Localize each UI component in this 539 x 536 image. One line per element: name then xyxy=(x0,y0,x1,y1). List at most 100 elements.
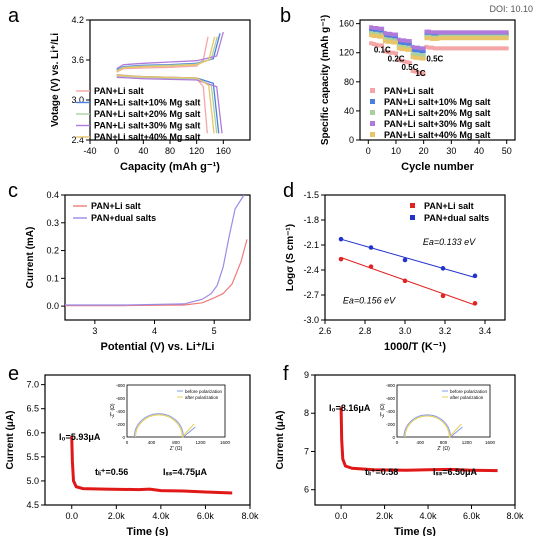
x-tick-label: 2.0k xyxy=(376,511,394,521)
data-point xyxy=(382,36,387,41)
y-tick-label: 6 xyxy=(304,485,309,495)
data-point xyxy=(380,30,385,35)
x-tick-label: 4.0k xyxy=(152,511,170,521)
y-tick-label: -1.8 xyxy=(303,215,319,225)
data-point xyxy=(490,46,495,51)
data-point xyxy=(388,39,393,44)
y-tick-label: 0.0 xyxy=(46,301,59,311)
data-point xyxy=(488,30,493,35)
data-point xyxy=(504,36,509,41)
y-tick-label: -3.0 xyxy=(303,315,319,325)
data-point xyxy=(482,46,487,51)
inset-y-tick: -600 xyxy=(116,396,126,401)
panel-d: d 2.6 2.8 3.0 3.2 3.4 -3.0 -2.7 -2.4 -2.1 -1.8 -1.5… xyxy=(283,180,506,353)
legend-entry: PAN+Li salt+10% Mg salt xyxy=(94,98,200,108)
data-point xyxy=(485,46,490,51)
data-point xyxy=(452,46,457,51)
rate-label: 0.5C xyxy=(402,63,419,72)
data-point xyxy=(499,46,504,51)
data-point xyxy=(374,29,379,34)
data-point xyxy=(471,46,476,51)
data-point xyxy=(485,32,490,37)
panel-a: a -40 0 40 80 120 160 2.4 3.0 3.6 4.2 Capacity (mAh… xyxy=(8,5,251,173)
data-point xyxy=(429,45,434,50)
data-point xyxy=(380,26,385,31)
data-point xyxy=(385,50,390,54)
legend-entry: PAN+Li salt+10% Mg salt xyxy=(384,97,490,107)
x-tick-label: 0.0 xyxy=(65,511,78,521)
x-tick-label: 6.0k xyxy=(463,511,481,521)
x-tick-label: -40 xyxy=(83,146,96,156)
inset-x-tick: 400 xyxy=(416,440,424,445)
data-point xyxy=(477,30,482,35)
legend-entry: PAN+Li salt xyxy=(91,201,141,211)
data-point xyxy=(463,36,468,41)
x-tick-label: 4 xyxy=(152,326,157,336)
panel-letter-c: c xyxy=(8,180,18,202)
impedance-arc xyxy=(403,414,463,439)
data-point xyxy=(402,278,408,284)
x-tick-label: 8.0k xyxy=(506,511,524,521)
panel-letter-a: a xyxy=(8,5,20,27)
data-point xyxy=(410,44,415,49)
inset-y-tick: -200 xyxy=(386,422,396,427)
data-point xyxy=(443,32,448,37)
inset-plot: 0 400 800 1200 1600 0 -200 -400 -600 -800 Z' (Ω) -Z… xyxy=(380,383,496,452)
panel-c: c 3 4 5 0.0 0.1 0.2 0.3 0.4 Potential (V) vs. Li⁺… xyxy=(8,180,251,353)
data-point xyxy=(407,42,412,46)
data-point xyxy=(493,30,498,35)
data-point xyxy=(477,32,482,37)
y-tick-label: 2.4 xyxy=(71,135,84,145)
x-tick-label: 3.4 xyxy=(479,326,492,336)
data-point xyxy=(407,39,412,44)
data-point xyxy=(374,42,379,47)
data-point xyxy=(488,46,493,51)
data-point xyxy=(452,36,457,41)
impedance-arc xyxy=(404,415,462,439)
inset-x-tick: 800 xyxy=(440,440,448,445)
data-point xyxy=(388,34,393,39)
data-point xyxy=(391,35,396,40)
data-point xyxy=(465,46,470,51)
y-tick-label: 160 xyxy=(339,19,354,29)
iss-annotation: Iₛₛ=4.75μA xyxy=(163,467,207,477)
y-tick-label: 40 xyxy=(344,106,354,116)
lsv-curve xyxy=(65,194,245,306)
data-point xyxy=(396,44,401,49)
data-point xyxy=(496,36,501,41)
y-tick-label: 5.0 xyxy=(26,476,39,486)
inset-y-tick: -200 xyxy=(116,422,126,427)
data-point xyxy=(385,34,390,39)
data-point xyxy=(393,38,398,43)
data-point xyxy=(446,36,451,41)
inset-y-tick: 0 xyxy=(392,435,395,440)
x-tick-label: 3 xyxy=(92,326,97,336)
data-point xyxy=(371,31,376,36)
data-point xyxy=(410,55,415,60)
data-point xyxy=(338,236,344,242)
activation-energy-label: Ea=0.156 eV xyxy=(343,295,396,305)
panel-f: f 0.0 2.0k 4.0k 6.0k 8.0k 6 7 8 9 Time (s) Current … xyxy=(275,363,524,536)
panel-e: e 0.0 2.0k 4.0k 6.0k 8.0k 4.5 5.0 5.5 6.0 6.5 7.0 Ti… xyxy=(5,363,259,536)
inset-x-tick: 400 xyxy=(148,440,156,445)
x-axis-label: Potential (V) vs. Li⁺/Li xyxy=(101,341,215,353)
data-point xyxy=(421,71,426,76)
data-point xyxy=(410,47,415,52)
legend-entry: PAN+Li salt xyxy=(384,86,434,96)
data-point xyxy=(446,32,451,37)
inset-y-label: -Z'' (Ω) xyxy=(110,403,116,418)
y-tick-label: -1.5 xyxy=(303,190,319,200)
plot-frame-c xyxy=(64,194,251,321)
data-point xyxy=(465,32,470,37)
data-point xyxy=(377,30,382,35)
panel-letter-d: d xyxy=(283,180,294,202)
y-tick-label: 8 xyxy=(304,408,309,418)
legend-entry: PAN+Li salt+20% Mg salt xyxy=(94,109,200,119)
x-tick-label: 120 xyxy=(189,146,204,156)
data-point xyxy=(449,30,454,35)
data-point xyxy=(377,26,382,31)
legend-entry: PAN+dual salts xyxy=(424,213,489,223)
y-tick-label: 80 xyxy=(344,77,354,87)
doi-text: DOI: 10.10 xyxy=(489,4,533,14)
y-tick-label: 4.2 xyxy=(71,15,84,25)
